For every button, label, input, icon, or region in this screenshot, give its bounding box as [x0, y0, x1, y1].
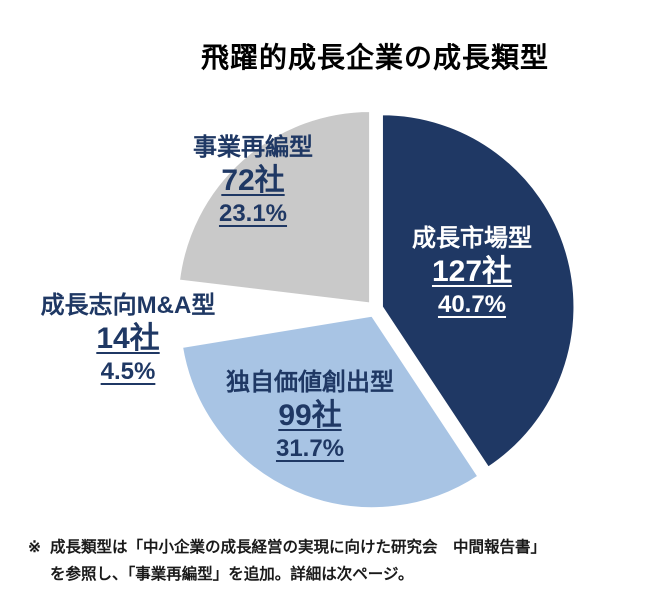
label-growth-market: 成長市場型 127社 40.7%: [412, 224, 532, 320]
slice-percent: 40.7%: [437, 291, 507, 318]
pie-slice-1: [180, 314, 480, 510]
label-growth-oriented-ma: 成長志向M&A型 14社 4.5%: [41, 291, 216, 387]
label-unique-value-creation: 独自価値創出型 99社 31.7%: [226, 368, 394, 464]
slice-percent: 31.7%: [275, 435, 345, 462]
slice-count: 99社: [278, 399, 342, 432]
pie-slice-3: [177, 109, 372, 306]
pie-slice-2: [173, 284, 370, 342]
slice-name: 成長市場型: [412, 225, 532, 252]
slice-name: 成長志向M&A型: [40, 292, 216, 319]
pie-slice-0: [380, 112, 576, 470]
footnote-text: 成長類型は「中小企業の成長経営の実現に向けた研究会 中間報告書」 を参照し、「事…: [50, 534, 546, 588]
footnote-line2: を参照し、「事業再編型」を追加。詳細は次ページ。: [50, 566, 414, 583]
footnote: ※ 成長類型は「中小企業の成長経営の実現に向けた研究会 中間報告書」 を参照し、…: [28, 534, 628, 588]
slice-name: 独自価値創出型: [226, 369, 394, 396]
footnote-marker: ※: [28, 539, 41, 556]
chart-title: 飛躍的成長企業の成長類型: [200, 42, 550, 73]
slice-count: 127社: [431, 255, 513, 288]
slice-count: 72社: [221, 164, 285, 197]
slice-percent: 4.5%: [100, 358, 156, 385]
footnote-line1: 成長類型は「中小企業の成長経営の実現に向けた研究会 中間報告書」: [50, 539, 547, 556]
slice-count: 14社: [96, 322, 160, 355]
label-business-restructuring: 事業再編型 72社 23.1%: [193, 133, 313, 229]
slice-name: 事業再編型: [193, 134, 313, 161]
slice-percent: 23.1%: [218, 200, 288, 227]
